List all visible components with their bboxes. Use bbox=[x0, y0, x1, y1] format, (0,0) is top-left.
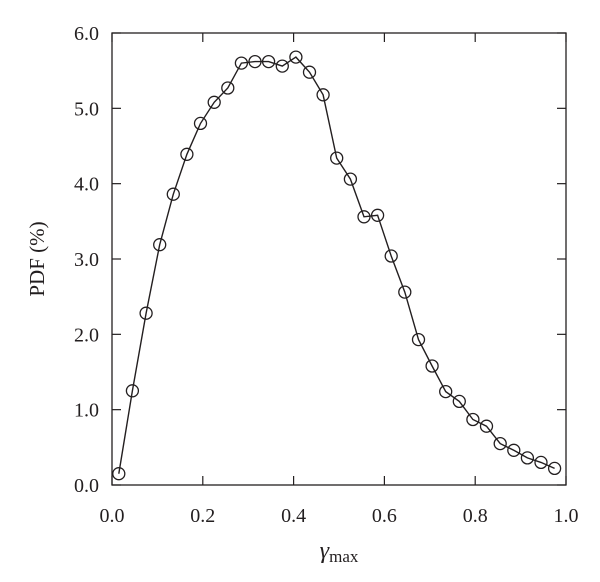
x-axis-label-sub: max bbox=[329, 547, 359, 566]
data-point-23 bbox=[425, 359, 439, 373]
data-point-10 bbox=[248, 54, 262, 69]
y-tick-label-0: 0.0 bbox=[74, 475, 99, 497]
data-point-14 bbox=[302, 65, 317, 79]
data-point-13 bbox=[289, 50, 303, 64]
axis-ticks bbox=[111, 32, 567, 486]
y-tick-label-6: 6.0 bbox=[74, 23, 99, 45]
data-point-3 bbox=[153, 238, 167, 252]
x-tick-label-4: 0.8 bbox=[463, 505, 488, 527]
data-point-28 bbox=[493, 436, 507, 451]
y-tick-label-1: 1.0 bbox=[74, 400, 99, 422]
x-tick-label-1: 0.2 bbox=[190, 505, 215, 527]
y-tick-label-2: 2.0 bbox=[74, 324, 99, 346]
y-axis-label: PDF (%) bbox=[25, 221, 49, 296]
data-point-29 bbox=[507, 443, 521, 457]
data-point-4 bbox=[166, 187, 180, 201]
data-point-22 bbox=[411, 332, 426, 347]
data-point-24 bbox=[439, 384, 453, 399]
data-point-7 bbox=[207, 95, 221, 109]
data-point-21 bbox=[398, 285, 412, 299]
data-point-25 bbox=[452, 394, 466, 409]
data-point-9 bbox=[234, 56, 249, 70]
x-tick-label-3: 0.6 bbox=[372, 505, 397, 527]
x-tick-label-2: 0.4 bbox=[281, 505, 306, 527]
y-tick-label-4: 4.0 bbox=[74, 174, 99, 196]
data-point-2 bbox=[139, 306, 153, 320]
data-point-18 bbox=[357, 210, 371, 224]
x-axis-label-main: γ bbox=[320, 538, 330, 564]
axis-tick-labels: 0.0 0.2 0.4 0.6 0.8 1.0 0.0 1.0 2.0 3.0 4.0 5.0 6.0 bbox=[74, 23, 579, 527]
data-point-31 bbox=[534, 455, 548, 470]
data-point-11 bbox=[261, 54, 276, 69]
x-axis-label: γmax bbox=[320, 538, 359, 566]
data-point-15 bbox=[316, 88, 330, 102]
data-point-26 bbox=[466, 412, 480, 427]
y-tick-label-5: 5.0 bbox=[74, 98, 99, 120]
y-tick-label-3: 3.0 bbox=[74, 249, 99, 271]
data-point-12 bbox=[275, 59, 289, 73]
data-point-19 bbox=[370, 208, 385, 222]
x-tick-label-5: 1.0 bbox=[554, 505, 579, 527]
series-line-0 bbox=[118, 56, 555, 474]
data-point-5 bbox=[180, 147, 194, 161]
data-point-8 bbox=[221, 81, 235, 95]
data-point-17 bbox=[343, 172, 358, 186]
data-point-27 bbox=[479, 419, 494, 433]
data-point-16 bbox=[330, 151, 344, 165]
data-point-0 bbox=[112, 467, 126, 481]
plot-frame bbox=[111, 32, 567, 486]
x-tick-label-0: 0.0 bbox=[100, 505, 125, 527]
data-point-30 bbox=[520, 451, 535, 465]
data-point-1 bbox=[125, 384, 140, 398]
data-point-20 bbox=[384, 249, 398, 263]
data-point-6 bbox=[193, 116, 208, 131]
data-point-32 bbox=[547, 461, 562, 476]
data-series bbox=[112, 50, 562, 481]
